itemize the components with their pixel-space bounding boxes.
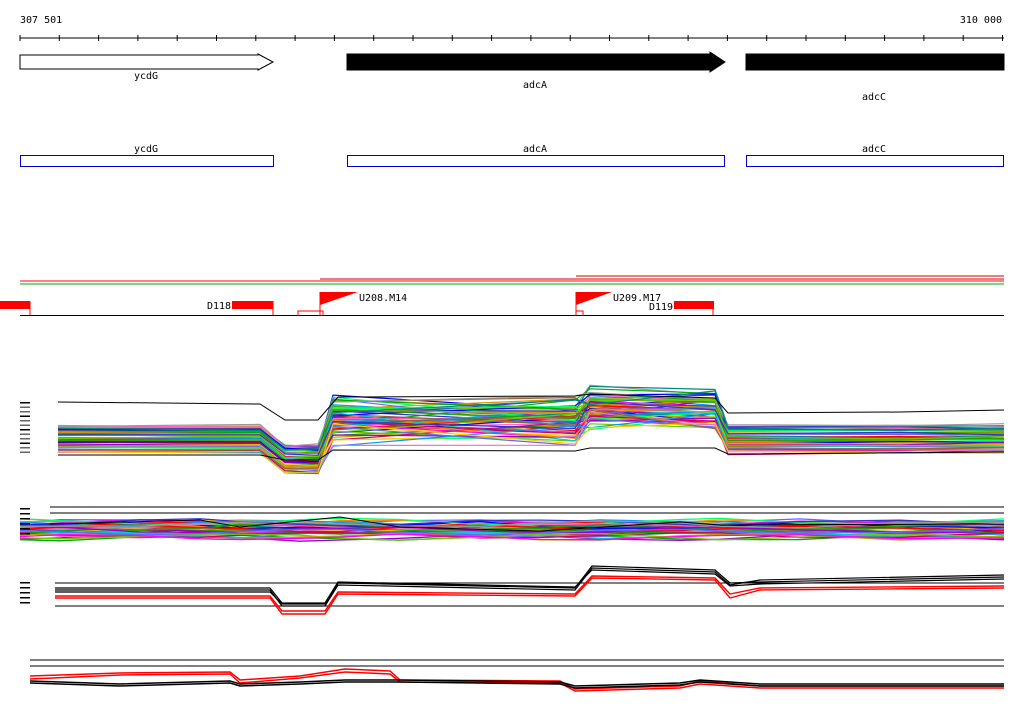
- signal-track-panel-4: [29, 659, 1004, 692]
- envelope-line-upper: [57, 393, 1005, 421]
- envelope-line: [49, 516, 1005, 532]
- gene-arrow-adcC[interactable]: [745, 53, 1005, 71]
- gene-arrow-adcA[interactable]: [346, 51, 726, 73]
- sample-line: [58, 400, 1005, 456]
- sample-line-black: [55, 565, 1005, 605]
- sample-line: [57, 398, 1005, 461]
- legend-swatch: [20, 592, 30, 594]
- sample-line: [57, 390, 1005, 451]
- primer-bracket: [297, 310, 324, 316]
- legend-swatch: [20, 508, 30, 510]
- cds-label-adcA: adcA: [523, 144, 547, 155]
- sample-line: [57, 408, 1005, 469]
- legend-swatch: [20, 528, 30, 530]
- flag-label-u209: U209.M17: [613, 293, 661, 304]
- legend-swatch: [20, 433, 30, 435]
- sample-line: [19, 518, 1005, 527]
- sample-line: [57, 422, 1004, 474]
- gene-arrow-ycdG[interactable]: [19, 53, 275, 71]
- gene-label-adcC: adcC: [862, 92, 886, 103]
- sample-line: [58, 409, 1005, 470]
- sample-line-black: [55, 569, 1005, 604]
- signal-track-panel-3: [20, 565, 1005, 615]
- marker-label-d118: D118: [207, 301, 231, 312]
- sample-line-red: [55, 575, 1005, 612]
- sample-line: [19, 527, 1005, 536]
- legend-swatch: [20, 438, 30, 440]
- legend-swatch: [20, 533, 30, 535]
- gene-label-ycdG: ycdG: [134, 71, 158, 82]
- legend-swatch: [20, 447, 30, 449]
- cds-track: ycdG adcA adcC: [20, 144, 1004, 167]
- cds-label-adcC: adcC: [862, 144, 886, 155]
- ruler-start-label: 307 501: [20, 15, 62, 26]
- sample-line: [57, 409, 1005, 468]
- flag-u209-bracket: [575, 310, 584, 316]
- sample-line: [19, 533, 1005, 541]
- flag-u209[interactable]: [576, 292, 612, 305]
- sample-line: [58, 415, 1005, 473]
- marker-label-d119: D119: [649, 302, 673, 313]
- sample-line: [57, 399, 1005, 459]
- cds-box-ycdG[interactable]: [20, 155, 274, 167]
- legend-swatch: [20, 451, 30, 453]
- signal-track-panel-1: [20, 384, 1005, 475]
- legend-swatch: [20, 402, 30, 404]
- ruler-ticks: [19, 35, 1003, 41]
- cds-box-adcC[interactable]: [746, 155, 1004, 167]
- flag-label-u208: U208.M14: [359, 293, 407, 304]
- legend-swatch: [20, 518, 30, 520]
- legend-swatch: [20, 424, 30, 426]
- sample-line: [19, 520, 1005, 529]
- feature-track: D118 U208.M14 U209.M17 D119: [0, 292, 1004, 316]
- signal-track-panel-2: [19, 506, 1005, 542]
- ruler-end-label: 310 000: [960, 15, 1002, 26]
- sample-line: [57, 396, 1005, 452]
- legend-swatch: [20, 582, 30, 584]
- legend-swatch: [20, 411, 30, 413]
- sample-line: [19, 525, 1005, 534]
- marker-left-edge[interactable]: [0, 301, 30, 309]
- legend-swatch: [20, 429, 30, 431]
- coverage-lines: [20, 275, 1004, 285]
- sample-line-red: [29, 671, 1004, 692]
- marker-d118[interactable]: [232, 301, 273, 309]
- envelope-line-lower: [58, 447, 1005, 461]
- sample-line: [57, 416, 1004, 466]
- cds-label-ycdG: ycdG: [134, 144, 158, 155]
- legend-swatch: [20, 420, 30, 422]
- sample-line-red: [55, 577, 1005, 615]
- gene-track: ycdG adcA adcC: [19, 51, 1005, 103]
- legend-swatch: [20, 587, 30, 589]
- gene-label-adcA: adcA: [523, 80, 547, 91]
- cds-box-adcA[interactable]: [347, 155, 725, 167]
- legend-swatch: [20, 415, 30, 417]
- marker-d119[interactable]: [674, 301, 714, 309]
- legend-swatch: [20, 523, 30, 525]
- sample-line: [58, 410, 1005, 459]
- coordinate-ruler: 307 501 310 000: [19, 15, 1004, 41]
- legend-swatch: [20, 513, 30, 515]
- sample-line-black: [29, 681, 1004, 689]
- legend-swatch: [20, 442, 30, 444]
- flag-u208[interactable]: [320, 292, 358, 305]
- legend-swatch: [20, 602, 30, 604]
- sample-line-black: [29, 679, 1004, 687]
- sample-line: [19, 532, 1005, 541]
- legend-swatch: [20, 597, 30, 599]
- legend-swatch: [20, 406, 30, 408]
